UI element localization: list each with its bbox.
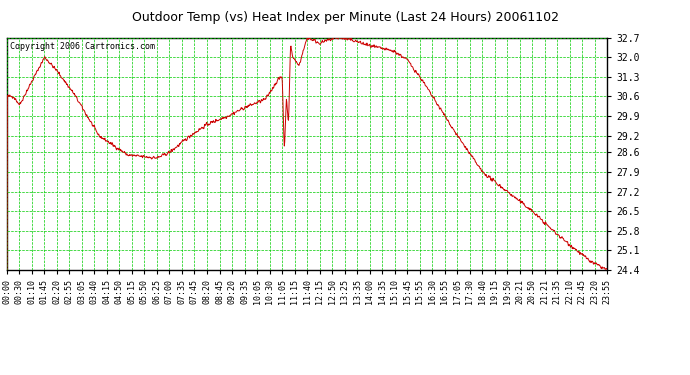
Text: Copyright 2006 Cartronics.com: Copyright 2006 Cartronics.com: [10, 42, 155, 51]
Text: Outdoor Temp (vs) Heat Index per Minute (Last 24 Hours) 20061102: Outdoor Temp (vs) Heat Index per Minute …: [132, 11, 558, 24]
